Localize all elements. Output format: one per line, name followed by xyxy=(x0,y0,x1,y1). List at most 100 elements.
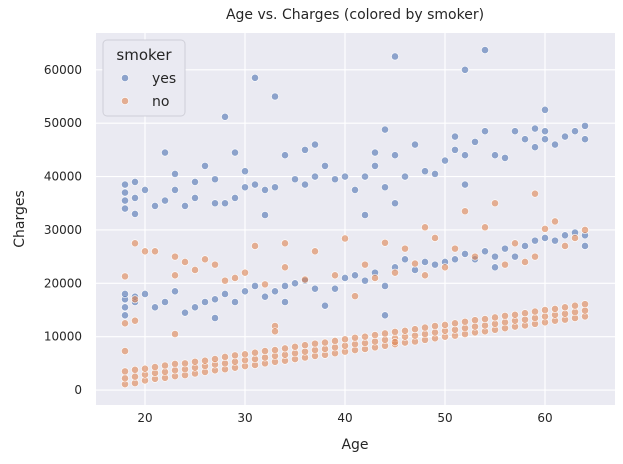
point-yes xyxy=(231,148,239,157)
point-no xyxy=(541,224,549,233)
point-yes xyxy=(351,186,359,194)
point-no xyxy=(171,360,179,368)
point-yes xyxy=(381,282,389,290)
y-tick-label: 10000 xyxy=(44,330,82,344)
point-yes xyxy=(151,202,159,210)
point-no xyxy=(511,239,519,248)
point-yes xyxy=(131,178,139,186)
point-yes xyxy=(171,186,179,194)
point-yes xyxy=(451,255,459,264)
point-yes xyxy=(301,145,309,154)
point-yes xyxy=(191,178,199,186)
point-yes xyxy=(321,161,329,170)
point-no xyxy=(121,319,129,328)
x-tick-label: 30 xyxy=(237,411,252,425)
point-yes xyxy=(461,151,469,160)
point-no xyxy=(471,316,479,325)
point-yes xyxy=(331,284,339,293)
point-no xyxy=(501,311,509,320)
point-no xyxy=(511,310,519,319)
point-yes xyxy=(411,140,419,149)
point-yes xyxy=(261,211,269,219)
point-no xyxy=(411,259,419,268)
point-yes xyxy=(211,314,219,322)
point-no xyxy=(491,199,499,208)
legend-label-yes: yes xyxy=(152,71,176,87)
point-no xyxy=(281,239,289,248)
point-no xyxy=(141,247,149,256)
point-no xyxy=(421,223,429,232)
point-yes xyxy=(311,140,319,149)
point-no xyxy=(201,255,209,264)
point-yes xyxy=(351,271,359,280)
point-no xyxy=(501,260,509,269)
point-no xyxy=(451,244,459,253)
point-no xyxy=(381,329,389,338)
point-no xyxy=(391,338,399,346)
point-no xyxy=(271,346,279,354)
point-no xyxy=(211,355,219,364)
point-no xyxy=(361,332,369,341)
point-no xyxy=(171,271,179,280)
point-yes xyxy=(561,132,569,141)
point-no xyxy=(131,295,139,304)
point-yes xyxy=(161,148,169,157)
point-yes xyxy=(171,170,179,178)
point-no xyxy=(411,325,419,334)
gridlines xyxy=(96,33,615,405)
point-yes xyxy=(551,140,559,149)
point-yes xyxy=(271,183,279,192)
point-no xyxy=(341,234,349,243)
series-no xyxy=(121,189,589,389)
point-no xyxy=(221,353,229,361)
point-yes xyxy=(401,255,409,264)
point-yes xyxy=(131,210,139,218)
point-yes xyxy=(281,298,289,306)
legend-marker-no xyxy=(121,97,129,105)
point-no xyxy=(241,350,249,359)
point-yes xyxy=(491,252,499,261)
legend: smoker yes no xyxy=(102,39,186,117)
point-no xyxy=(461,207,469,216)
point-yes xyxy=(251,73,259,82)
point-yes xyxy=(391,151,399,160)
point-no xyxy=(131,239,139,248)
point-yes xyxy=(431,260,439,269)
point-no xyxy=(171,330,179,338)
point-yes xyxy=(371,161,379,170)
point-yes xyxy=(221,112,229,121)
point-no xyxy=(441,263,449,272)
point-yes xyxy=(521,242,529,250)
point-no xyxy=(561,303,569,312)
point-no xyxy=(401,244,409,253)
point-yes xyxy=(281,282,289,290)
point-yes xyxy=(451,145,459,154)
point-no xyxy=(211,260,219,269)
point-no xyxy=(261,280,269,289)
point-yes xyxy=(451,132,459,141)
legend-label-no: no xyxy=(152,94,169,110)
point-no xyxy=(161,361,169,370)
point-yes xyxy=(321,301,329,310)
point-yes xyxy=(161,298,169,306)
point-yes xyxy=(201,161,209,170)
point-yes xyxy=(481,247,489,256)
point-yes xyxy=(151,303,159,312)
series-yes xyxy=(121,46,589,322)
point-yes xyxy=(281,151,289,160)
point-yes xyxy=(261,186,269,194)
point-yes xyxy=(461,180,469,189)
point-no xyxy=(531,307,539,316)
point-yes xyxy=(541,234,549,242)
point-yes xyxy=(121,290,129,298)
point-yes xyxy=(261,292,269,301)
point-no xyxy=(251,348,259,357)
point-no xyxy=(331,271,339,280)
point-yes xyxy=(471,137,479,146)
point-no xyxy=(201,356,209,365)
point-yes xyxy=(361,276,369,285)
point-no xyxy=(151,247,159,256)
point-no xyxy=(371,274,379,282)
point-no xyxy=(471,252,479,261)
point-no xyxy=(381,238,389,247)
